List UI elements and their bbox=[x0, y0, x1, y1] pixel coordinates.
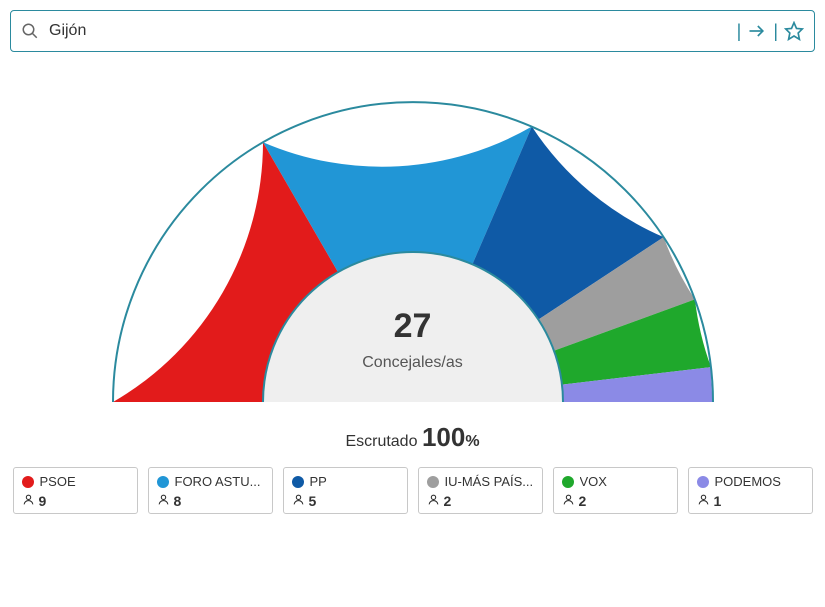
legend-seat-count: 5 bbox=[309, 493, 317, 509]
search-input[interactable] bbox=[49, 22, 731, 40]
legend-color-dot bbox=[157, 476, 169, 488]
scrutinized-value: 100 bbox=[422, 422, 465, 452]
legend-seat-count: 2 bbox=[579, 493, 587, 509]
legend-party-name: PODEMOS bbox=[715, 474, 781, 489]
scrutinized-symbol: % bbox=[465, 433, 479, 450]
legend-seat-count: 2 bbox=[444, 493, 452, 509]
favorite-star-icon[interactable] bbox=[784, 21, 804, 41]
legend-item[interactable]: PODEMOS 1 bbox=[688, 467, 813, 514]
person-icon bbox=[22, 493, 35, 509]
search-bar: | | bbox=[10, 10, 815, 52]
person-icon bbox=[292, 493, 305, 509]
legend-party-name: FORO ASTU... bbox=[175, 474, 261, 489]
results-panel: 27 Concejales/as Escrutado 100% PSOE 9 FOR… bbox=[10, 82, 815, 514]
legend-item[interactable]: IU-MÁS PAÍS... 2 bbox=[418, 467, 543, 514]
legend-seat-count: 9 bbox=[39, 493, 47, 509]
chart-center-label: 27 Concejales/as bbox=[273, 307, 553, 402]
legend-item[interactable]: VOX 2 bbox=[553, 467, 678, 514]
person-icon bbox=[697, 493, 710, 509]
legend-color-dot bbox=[22, 476, 34, 488]
scrutinized-line: Escrutado 100% bbox=[345, 422, 479, 453]
legend-party-name: PP bbox=[310, 474, 327, 489]
legend-party-name: IU-MÁS PAÍS... bbox=[445, 474, 534, 489]
legend-color-dot bbox=[292, 476, 304, 488]
search-icon bbox=[21, 22, 39, 40]
scrutinized-label: Escrutado bbox=[345, 433, 417, 450]
legend-seat-count: 1 bbox=[714, 493, 722, 509]
person-icon bbox=[562, 493, 575, 509]
legend-item[interactable]: FORO ASTU... 8 bbox=[148, 467, 273, 514]
legend-seat-count: 8 bbox=[174, 493, 182, 509]
legend-row: PSOE 9 FORO ASTU... 8 PP 5 IU-MÁS PAÍS... 2 VOX 2… bbox=[13, 467, 813, 514]
submit-arrow-icon[interactable] bbox=[747, 21, 767, 41]
legend-color-dot bbox=[697, 476, 709, 488]
person-icon bbox=[427, 493, 440, 509]
legend-party-name: VOX bbox=[580, 474, 607, 489]
total-seats-label: Concejales/as bbox=[273, 354, 553, 372]
divider-icon: | bbox=[737, 21, 742, 42]
legend-item[interactable]: PP 5 bbox=[283, 467, 408, 514]
person-icon bbox=[157, 493, 170, 509]
seats-half-donut-chart: 27 Concejales/as bbox=[93, 82, 733, 402]
legend-color-dot bbox=[427, 476, 439, 488]
legend-color-dot bbox=[562, 476, 574, 488]
divider-icon: | bbox=[773, 21, 778, 42]
legend-item[interactable]: PSOE 9 bbox=[13, 467, 138, 514]
legend-party-name: PSOE bbox=[40, 474, 76, 489]
total-seats-value: 27 bbox=[273, 307, 553, 346]
